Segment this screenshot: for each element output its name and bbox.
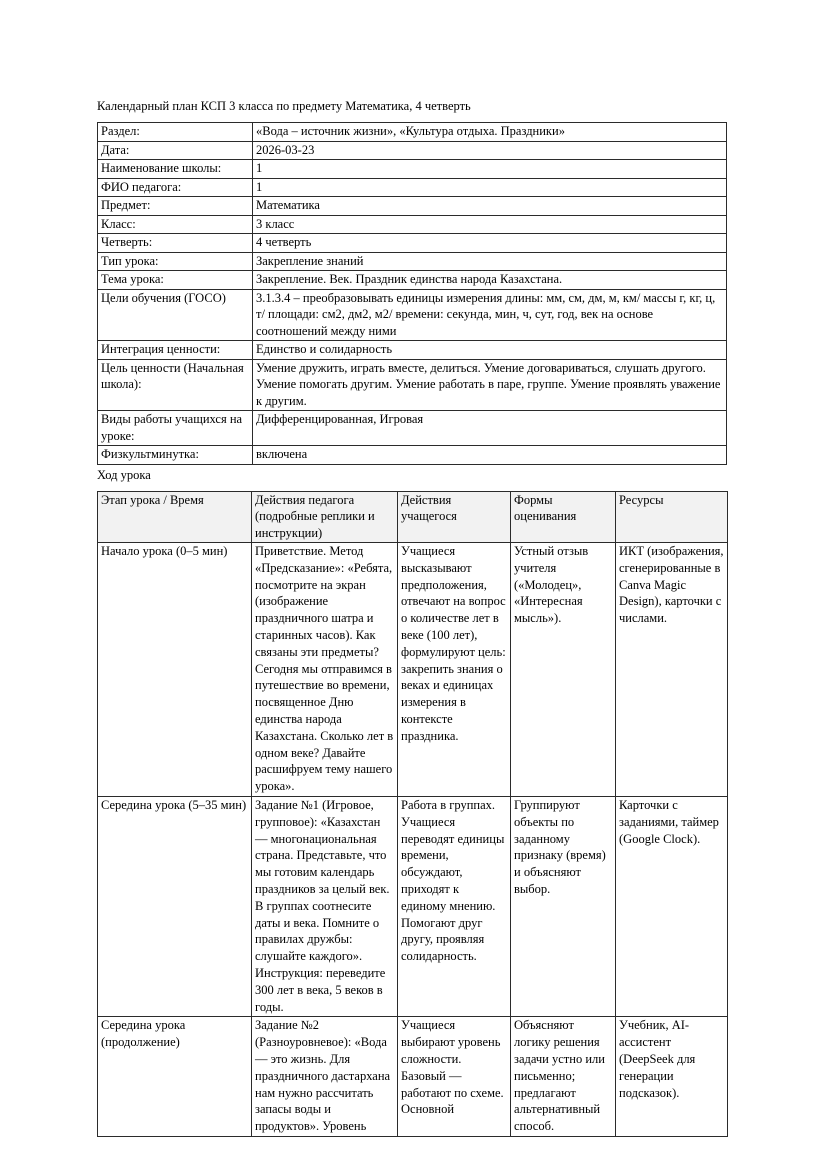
teacher-actions-cell: Задание №1 (Игровое, групповое): «Казахс… — [251, 795, 398, 1018]
table-row: Цель ценности (Начальная школа): Умение … — [97, 358, 727, 411]
meta-value: «Вода – источник жизни», «Культура отдых… — [252, 122, 727, 142]
meta-value: 2026-03-23 — [252, 140, 727, 160]
table-row: Класс: 3 класс — [97, 214, 727, 234]
student-actions-cell: Учащиеся выбирают уровень сложности. Баз… — [397, 1016, 511, 1137]
column-header-assessment: Формы оценивания — [510, 490, 616, 543]
document-content: Календарный план КСП 3 класса по предмет… — [97, 0, 728, 1137]
meta-value: 4 четверть — [252, 233, 727, 253]
table-row: Середина урока (продолжение) Задание №2 … — [97, 1016, 728, 1137]
meta-value: 3.1.3.4 – преобразовывать единицы измере… — [252, 288, 727, 341]
meta-label: ФИО педагога: — [97, 177, 253, 197]
teacher-actions-cell: Приветствие. Метод «Предсказание»: «Ребя… — [251, 542, 398, 797]
assessment-cell: Группируют объекты по заданному признаку… — [510, 795, 616, 1018]
meta-label: Виды работы учащихся на уроке: — [97, 410, 253, 446]
meta-label: Интеграция ценности: — [97, 340, 253, 360]
meta-value: Закрепление. Век. Праздник единства наро… — [252, 270, 727, 290]
meta-value: Умение дружить, играть вместе, делиться.… — [252, 358, 727, 411]
table-row: Предмет: Математика — [97, 196, 727, 216]
stage-cell: Середина урока (5–35 мин) — [97, 795, 252, 1018]
column-header-teacher-actions: Действия педагога (подробные реплики и и… — [251, 490, 398, 543]
table-row: Раздел: «Вода – источник жизни», «Культу… — [97, 122, 727, 142]
assessment-cell: Объясняют логику решения задачи устно ил… — [510, 1016, 616, 1137]
table-row: Четверть: 4 четверть — [97, 233, 727, 253]
table-row: ФИО педагога: 1 — [97, 177, 727, 197]
teacher-actions-cell: Задание №2 (Разноуровневое): «Вода — это… — [251, 1016, 398, 1137]
meta-label: Четверть: — [97, 233, 253, 253]
meta-label: Цели обучения (ГОСО) — [97, 288, 253, 341]
column-header-student-actions: Действия учащегося — [397, 490, 511, 543]
assessment-cell: Устный отзыв учителя («Молодец», «Интере… — [510, 542, 616, 797]
meta-value: 1 — [252, 177, 727, 197]
meta-label: Дата: — [97, 140, 253, 160]
meta-label: Тема урока: — [97, 270, 253, 290]
table-row: Середина урока (5–35 мин) Задание №1 (Иг… — [97, 795, 728, 1018]
stage-cell: Начало урока (0–5 мин) — [97, 542, 252, 797]
meta-label: Предмет: — [97, 196, 253, 216]
column-header-stage: Этап урока / Время — [97, 490, 252, 543]
resources-cell: Карточки с заданиями, таймер (Google Clo… — [615, 795, 728, 1018]
table-row: Физкультминутка: включена — [97, 445, 727, 465]
meta-value: включена — [252, 445, 727, 465]
meta-label: Наименование школы: — [97, 159, 253, 179]
table-row: Тема урока: Закрепление. Век. Праздник е… — [97, 270, 727, 290]
student-actions-cell: Учащиеся высказывают предположения, отве… — [397, 542, 511, 797]
page-title: Календарный план КСП 3 класса по предмет… — [97, 99, 471, 113]
table-row: Интеграция ценности: Единство и солидарн… — [97, 340, 727, 360]
section-heading-lesson-flow: Ход урока — [97, 467, 151, 482]
table-row: Начало урока (0–5 мин) Приветствие. Мето… — [97, 542, 728, 797]
meta-value: Закрепление знаний — [252, 251, 727, 271]
table-row: Тип урока: Закрепление знаний — [97, 251, 727, 271]
table-row: Наименование школы: 1 — [97, 159, 727, 179]
table-row: Виды работы учащихся на уроке: Дифференц… — [97, 410, 727, 446]
table-header-row: Этап урока / Время Действия педагога (по… — [97, 490, 728, 543]
meta-label: Цель ценности (Начальная школа): — [97, 358, 253, 411]
meta-label: Тип урока: — [97, 251, 253, 271]
meta-value: Математика — [252, 196, 727, 216]
meta-label: Раздел: — [97, 122, 253, 142]
meta-label: Физкультминутка: — [97, 445, 253, 465]
meta-value: 1 — [252, 159, 727, 179]
resources-cell: Учебник, AI-ассистент (DeepSeek для гене… — [615, 1016, 728, 1137]
meta-value: Единство и солидарность — [252, 340, 727, 360]
table-row: Дата: 2026-03-23 — [97, 140, 727, 160]
lesson-meta-table: Раздел: «Вода – источник жизни», «Культу… — [97, 122, 727, 465]
meta-label: Класс: — [97, 214, 253, 234]
table-row: Цели обучения (ГОСО) 3.1.3.4 – преобразо… — [97, 288, 727, 341]
lesson-flow-table: Этап урока / Время Действия педагога (по… — [97, 490, 728, 1137]
column-header-resources: Ресурсы — [615, 490, 728, 543]
student-actions-cell: Работа в группах. Учащиеся переводят еди… — [397, 795, 511, 1018]
resources-cell: ИКТ (изображения, сгенерированные в Canv… — [615, 542, 728, 797]
meta-value: Дифференцированная, Игровая — [252, 410, 727, 446]
stage-cell: Середина урока (продолжение) — [97, 1016, 252, 1137]
meta-value: 3 класс — [252, 214, 727, 234]
